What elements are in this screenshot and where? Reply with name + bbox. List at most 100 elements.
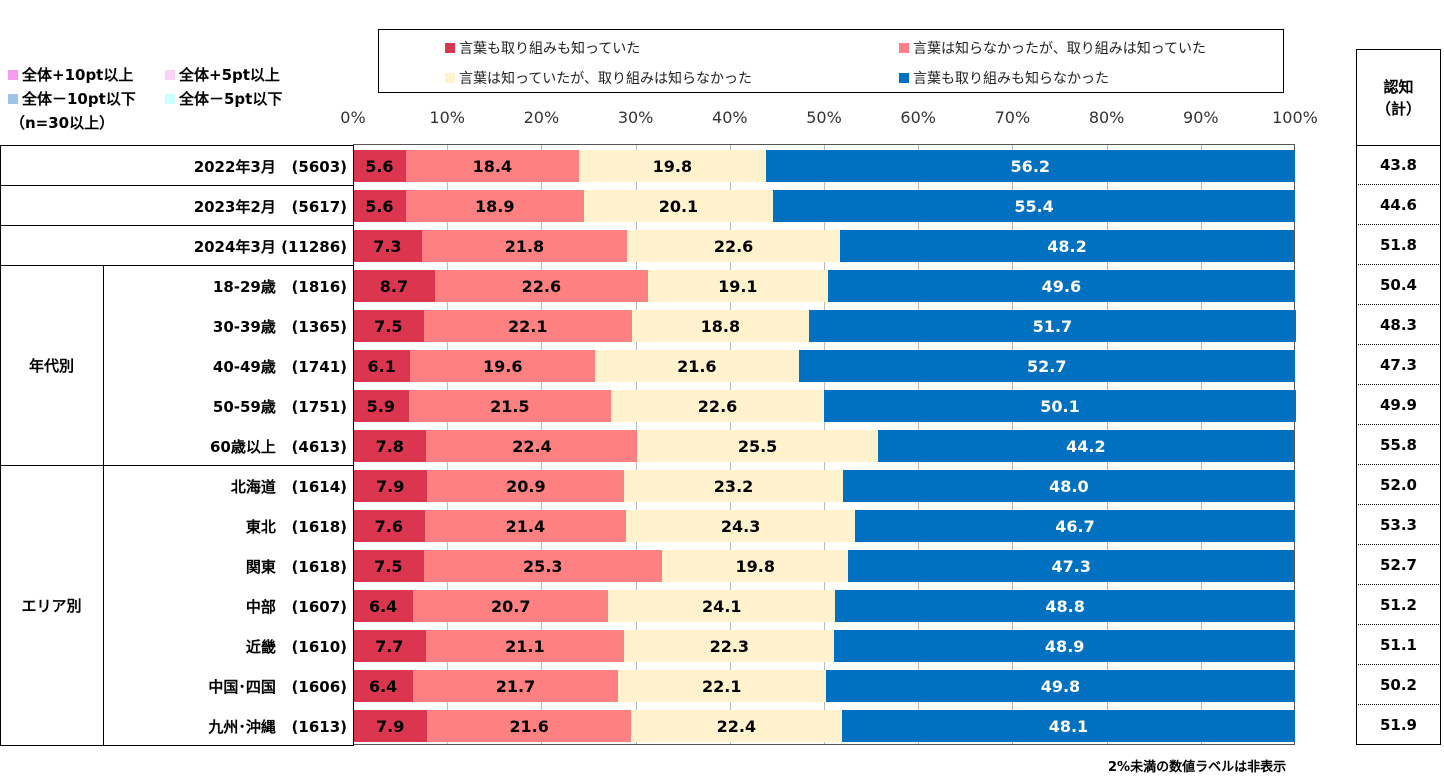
bar-segment: 6.4 [353,670,414,702]
row-label: 2023年2月 (5617) [193,198,347,216]
row-label: 50-59歳 (1751) [212,398,347,416]
x-tick-label: 60% [900,108,936,127]
x-tick-label: 100% [1272,108,1318,127]
bar-segment: 55.4 [773,190,1295,222]
recognition-value: 48.3 [1356,305,1441,345]
bar-segment: 7.3 [353,230,422,262]
bar-segment: 50.1 [824,390,1296,422]
bar-segment: 7.9 [353,710,428,742]
bar-segment: 21.8 [421,230,628,262]
recognition-value: 43.8 [1356,145,1441,185]
row-label: 60歳以上 (4613) [210,438,347,456]
x-tick-label: 40% [712,108,748,127]
bar-segment: 20.9 [427,470,625,502]
recognition-value: 55.8 [1356,425,1441,465]
bar-segment: 25.3 [423,550,662,582]
group-label: 年代別 [28,357,74,375]
bar-segment: 5.9 [353,390,409,422]
bar-segment: 48.8 [835,590,1295,622]
highlight-legend-item: 全体+5pt以上 [165,64,280,85]
legend-swatch-icon [445,43,455,53]
recognition-value: 51.8 [1356,225,1441,265]
row-label: 中部 (1607) [245,598,347,616]
row-label: 18-29歳 (1816) [212,278,347,296]
bar-segment: 21.6 [595,350,799,382]
legend-label: 言葉も取り組みも知らなかった [913,71,1109,87]
bar-segment: 22.1 [423,310,632,342]
footnote: 2%未満の数値ラベルは非表示 [1108,760,1287,775]
recognition-value: 50.4 [1356,265,1441,305]
recognition-value: 52.7 [1356,545,1441,585]
recognition-value: 52.0 [1356,465,1441,505]
bar-segment: 21.4 [424,510,627,542]
recognition-value: 44.6 [1356,185,1441,225]
bar-segment: 48.2 [840,230,1295,262]
x-tick-label: 70% [994,108,1031,127]
bar-segment: 8.7 [353,270,435,302]
row-label: 近畿 (1610) [245,638,347,656]
bar-segment: 19.6 [410,350,596,382]
group-box [0,465,354,746]
row-label: 北海道 (1614) [230,478,347,496]
recognition-value: 51.9 [1379,716,1417,734]
bar-segment: 7.5 [353,550,424,582]
legend-swatch-icon [899,43,909,53]
bar-segment: 47.3 [848,550,1295,582]
row-label: 30-39歳 (1365) [212,318,347,336]
plot-area: 5.6 18.4 19.8 56.2 5.6 18.9 20.1 55.4 7.3 21.8 22.… [353,144,1296,745]
bar-segment: 22.4 [630,710,842,742]
highlight-legend-item: 全体+10pt以上 [8,64,133,85]
bar-segment: 18.8 [631,310,809,342]
bar-segment: 7.8 [353,430,427,462]
bar-segment: 7.7 [353,630,426,662]
bar-segment: 5.6 [353,190,406,222]
recognition-value: 50.2 [1356,665,1441,705]
x-tick-label: 0% [340,108,366,127]
bar-segment: 22.3 [624,630,835,662]
bar-segment: 48.1 [841,710,1295,742]
bar-segment: 5.6 [353,150,406,182]
legend-swatch-icon [8,93,18,104]
bar-segment: 23.2 [624,470,843,502]
bar-segment: 21.6 [427,710,631,742]
legend-label: 言葉は知らなかったが、取り組みは知っていた [913,41,1207,57]
x-tick-label: 30% [617,108,654,127]
bar-segment: 19.8 [661,550,849,582]
row-label: 東北 (1618) [245,518,347,536]
bar-segment: 49.6 [827,270,1295,302]
bar-segment: 21.7 [413,670,618,702]
row-label: 中国･四国 (1606) [208,678,347,696]
legend-swatch-icon [8,69,18,80]
bar-segment: 24.1 [608,590,836,622]
x-tick-label: 10% [429,108,465,127]
bar-segment: 49.8 [825,670,1295,702]
bar-segment: 7.9 [353,470,428,502]
x-tick-label: 50% [806,108,842,127]
recognition-header: 認知 （計） [1356,49,1441,145]
bar-segment: 18.9 [405,190,584,222]
bar-segment: 6.1 [353,350,411,382]
legend-label: 言葉も取り組みも知っていた [459,41,641,57]
legend-label: 言葉は知っていたが、取り組みは知らなかった [459,71,753,87]
bar-segment: 51.7 [808,310,1296,342]
recognition-value: 49.9 [1356,385,1441,425]
legend-item: 言葉は知っていたが、取り組みは知らなかった [445,68,752,88]
row-label: 40-49歳 (1741) [212,358,347,376]
row-label: 九州･沖縄 (1613) [208,718,347,736]
legend-swatch-icon [165,93,175,104]
legend-item: 言葉も取り組みも知っていた [445,38,640,58]
recognition-value: 53.3 [1356,505,1441,545]
legend-swatch-icon [445,73,455,83]
legend-swatch-icon [899,73,909,83]
chart-legend: 言葉も取り組みも知っていた 言葉は知らなかったが、取り組みは知っていた言葉は知って… [378,29,1284,93]
bar-segment: 25.5 [637,430,878,462]
bar-segment: 44.2 [877,430,1295,462]
bar-segment: 20.7 [413,590,609,622]
group-label: エリア別 [21,597,82,615]
sample-size-note: （n=30以上） [10,114,115,132]
bar-segment: 19.1 [647,270,828,302]
recognition-value: 47.3 [1356,345,1441,385]
bar-segment: 48.0 [842,470,1295,502]
legend-item: 言葉は知らなかったが、取り組みは知っていた [899,38,1206,58]
bar-segment: 24.3 [626,510,856,542]
